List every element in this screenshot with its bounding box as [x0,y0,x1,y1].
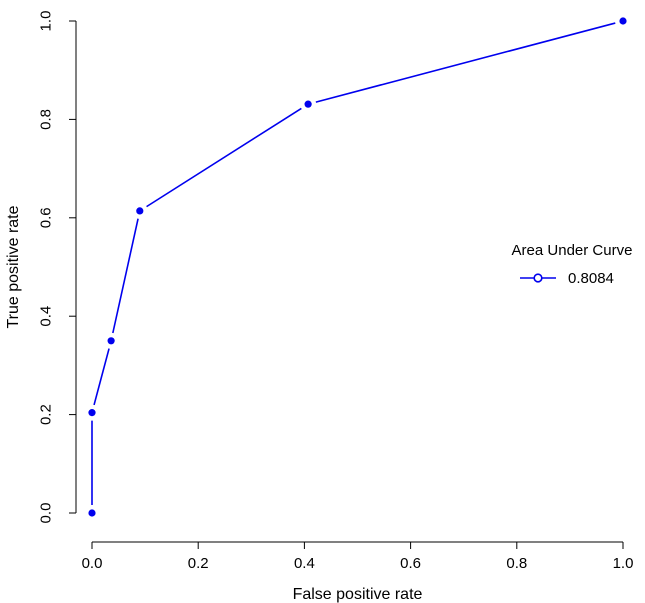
data-point [136,207,144,215]
data-point [88,509,96,517]
y-axis-title: True positive rate [5,205,22,328]
data-point [107,337,115,345]
data-point [619,17,627,25]
y-tick-label: 0.4 [38,306,55,327]
data-point [88,409,96,417]
x-tick-label: 0.4 [294,555,315,572]
series-segment [315,22,616,103]
series-segment [93,348,110,406]
y-tick-label: 0.0 [38,503,55,524]
series-segment [146,107,302,208]
legend-entry-label: 0.8084 [568,270,614,287]
x-tick-label: 0.2 [188,555,209,572]
series-segment [112,218,139,334]
x-tick-label: 0.8 [506,555,527,572]
y-axis: 0.0 0.2 0.4 0.6 0.8 1.0 [38,11,77,524]
legend: Area Under Curve 0.8084 [512,242,633,287]
x-tick-label: 0.6 [400,555,421,572]
y-tick-label: 1.0 [38,11,55,32]
data-point [304,100,312,108]
x-tick-label: 0.0 [82,555,103,572]
x-axis: 0.0 0.2 0.4 0.6 0.8 1.0 [82,541,634,572]
y-tick-label: 0.8 [38,109,55,130]
y-tick-label: 0.2 [38,404,55,425]
legend-title: Area Under Curve [512,242,633,259]
y-tick-label: 0.6 [38,207,55,228]
x-axis-title: False positive rate [293,586,423,603]
x-tick-label: 1.0 [613,555,634,572]
legend-marker-swatch [533,273,543,283]
series-layer [88,17,627,517]
